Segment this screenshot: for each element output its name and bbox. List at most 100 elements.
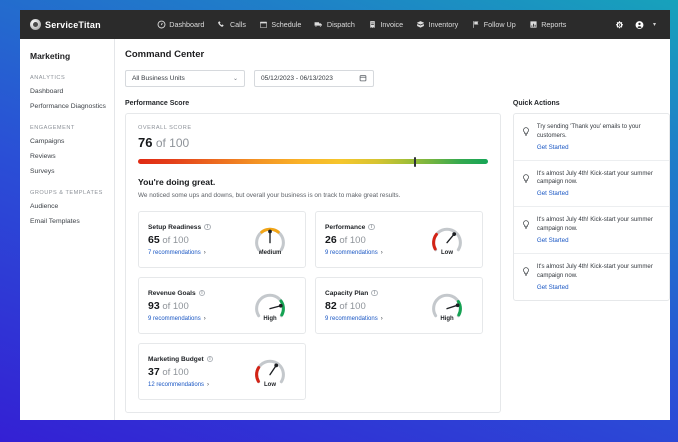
- brand-logo-group[interactable]: ServiceTitan: [30, 19, 101, 30]
- sidebar-item-email-templates[interactable]: Email Templates: [30, 218, 80, 225]
- metric-card-text: Marketing Budget i 37 of 100 12 recommen…: [148, 356, 244, 388]
- sidebar-group-analytics-label: ANALYTICS: [30, 75, 66, 81]
- quick-action-text: It's almost July 4th! Kick-start your su…: [536, 262, 653, 279]
- quick-action-item: It's almost July 4th! Kick-start your su…: [514, 254, 669, 300]
- sidebar-divider: [30, 183, 114, 190]
- metric-card-text: Performance i 26 of 100 9 recommendation…: [325, 224, 421, 256]
- sidebar-item-reviews[interactable]: Reviews: [30, 153, 56, 160]
- calendar-icon[interactable]: [359, 74, 367, 84]
- score-marker: [414, 156, 417, 167]
- nav-item-inventory[interactable]: Inventory: [416, 20, 458, 29]
- metric-card-recommendations-link[interactable]: 7 recommendations ›: [148, 250, 244, 256]
- gauge-level-label: Low: [264, 382, 276, 388]
- gear-icon[interactable]: [615, 20, 624, 29]
- metric-card-recommendations-link[interactable]: 9 recommendations ›: [325, 250, 421, 256]
- metric-card-score-suffix: of 100: [162, 366, 189, 378]
- nav-item-dispatch[interactable]: Dispatch: [314, 20, 355, 29]
- sidebar-item-audience[interactable]: Audience: [30, 203, 59, 210]
- metric-card[interactable]: Capacity Plan i 82 of 100 9 recommendati…: [315, 277, 483, 334]
- metric-card-title: Setup Readiness: [148, 223, 202, 231]
- metric-card-score-suffix: of 100: [339, 234, 366, 246]
- metric-cards-grid: Setup Readiness i 65 of 100 7 recommenda…: [126, 211, 500, 412]
- sidebar-divider: [30, 118, 114, 125]
- metric-card-recommendations-link[interactable]: 9 recommendations ›: [148, 316, 244, 322]
- metric-card-text: Capacity Plan i 82 of 100 9 recommendati…: [325, 290, 421, 322]
- metric-card-score-row: 93 of 100: [148, 300, 244, 312]
- metric-card[interactable]: Setup Readiness i 65 of 100 7 recommenda…: [138, 211, 306, 268]
- nav-item-schedule[interactable]: Schedule: [259, 20, 301, 29]
- quick-action-item: It's almost July 4th! Kick-start your su…: [513, 207, 669, 254]
- nav-item-calls[interactable]: Calls: [217, 20, 246, 29]
- nav-item-label: Invoice: [380, 20, 404, 29]
- account-caret-icon[interactable]: ▾: [652, 22, 656, 28]
- body-area: Marketing ANALYTICS Dashboard Performanc…: [20, 39, 670, 420]
- page-title: Command Center: [125, 49, 205, 60]
- chevron-down-icon: ⌄: [232, 76, 238, 82]
- account-circle-icon[interactable]: [635, 20, 644, 29]
- nav-item-reports[interactable]: Reports: [529, 20, 567, 29]
- metric-card-recommendations-link[interactable]: 9 recommendations ›: [325, 316, 421, 322]
- date-range-value: 05/12/2023 - 06/13/2023: [261, 75, 333, 82]
- metric-card-score-suffix: of 100: [162, 234, 189, 246]
- quick-action-item: It's almost July 4th! Kick-start your su…: [513, 161, 669, 208]
- overall-score-block: OVERALL SCORE 76 of 100 You're doing gre…: [126, 114, 500, 211]
- metric-card-score-row: 37 of 100: [148, 366, 244, 378]
- business-unit-value: All Business Units: [132, 75, 185, 82]
- reports-icon: [529, 20, 538, 29]
- info-icon[interactable]: i: [368, 223, 375, 231]
- metric-card-text: Revenue Goals i 93 of 100 9 recommendati…: [148, 290, 244, 322]
- quick-actions-section-label: Quick Actions: [512, 100, 560, 107]
- quick-action-item: Try sending 'Thank you' emails to your c…: [513, 114, 669, 161]
- sidebar-item-dashboard[interactable]: Dashboard: [30, 88, 64, 95]
- metric-card-score: 65: [148, 233, 160, 246]
- metric-card[interactable]: Performance i 26 of 100 9 recommendation…: [315, 211, 483, 268]
- score-headline: You're doing great.: [138, 177, 216, 187]
- metric-card[interactable]: Marketing Budget i 37 of 100 12 recommen…: [138, 343, 306, 400]
- lightbulb-icon: [522, 216, 531, 244]
- performance-score-column: Performance Score OVERALL SCORE 76 of 10…: [125, 100, 501, 413]
- overall-score-value-row: 76 of 100: [138, 135, 488, 150]
- dashboard-icon: [157, 20, 166, 29]
- nav-item-dashboard[interactable]: Dashboard: [157, 20, 205, 29]
- gauge-level-label: High: [440, 316, 454, 322]
- metric-card-title: Capacity Plan: [325, 289, 369, 297]
- nav-item-invoice[interactable]: Invoice: [368, 20, 403, 29]
- metric-card-title-row: Marketing Budget i: [148, 356, 244, 363]
- metric-card-gauge-group: Low: [421, 223, 473, 256]
- chevron-right-icon: ›: [207, 381, 210, 388]
- date-range-input[interactable]: 05/12/2023 - 06/13/2023: [254, 70, 374, 87]
- inventory-icon: [416, 20, 425, 29]
- metric-card-recommendations-link[interactable]: 12 recommendations ›: [148, 382, 244, 388]
- info-icon[interactable]: i: [198, 289, 206, 297]
- nav-item-follow-up[interactable]: Follow Up: [471, 20, 516, 29]
- gauge-icon: [425, 289, 469, 318]
- metric-card-gauge-group: High: [421, 289, 473, 322]
- metric-card-score-row: 26 of 100: [325, 234, 421, 246]
- metric-card-title-row: Capacity Plan i: [325, 290, 421, 297]
- brand-name: ServiceTitan: [45, 19, 101, 30]
- get-started-link[interactable]: Get Started: [536, 143, 569, 151]
- sidebar-item-performance-diagnostics[interactable]: Performance Diagnostics: [30, 103, 106, 110]
- get-started-link[interactable]: Get Started: [536, 236, 569, 244]
- business-unit-select[interactable]: All Business Units ⌄: [125, 70, 245, 87]
- metric-card-score-suffix: of 100: [339, 300, 366, 312]
- sidebar-item-surveys[interactable]: Surveys: [30, 168, 55, 175]
- info-icon[interactable]: i: [204, 223, 211, 231]
- top-navigation-bar: ServiceTitan Dashboard Calls Schedule Di…: [20, 10, 670, 39]
- sidebar-item-campaigns[interactable]: Campaigns: [30, 138, 65, 145]
- invoice-icon: [368, 20, 377, 29]
- nav-right-group: ▾: [615, 20, 662, 29]
- get-started-link[interactable]: Get Started: [536, 190, 569, 198]
- info-icon[interactable]: i: [206, 355, 214, 363]
- info-icon[interactable]: i: [371, 289, 378, 297]
- gauge-level-label: Medium: [258, 250, 282, 256]
- gauge-icon: [248, 355, 292, 384]
- quick-actions-panel: Try sending 'Thank you' emails to your c…: [512, 113, 670, 301]
- nav-item-label: Reports: [541, 20, 567, 29]
- metric-card-title: Revenue Goals: [148, 289, 196, 297]
- nav-item-label: Dashboard: [169, 20, 205, 29]
- metric-card-score-row: 65 of 100: [148, 234, 244, 246]
- get-started-link[interactable]: Get Started: [536, 283, 569, 291]
- quick-action-body: It's almost July 4th! Kick-start your su…: [537, 263, 660, 291]
- metric-card[interactable]: Revenue Goals i 93 of 100 9 recommendati…: [138, 277, 306, 334]
